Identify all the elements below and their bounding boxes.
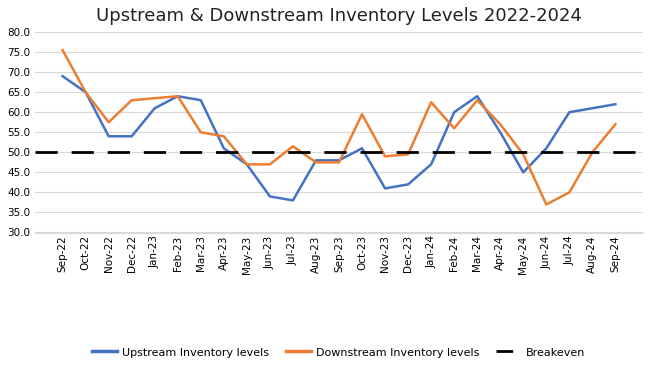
Downstream Inventory levels <box>519 152 527 157</box>
Upstream Inventory levels <box>497 130 504 135</box>
Upstream Inventory levels <box>174 94 181 99</box>
Downstream Inventory levels <box>266 162 274 166</box>
Upstream Inventory levels <box>381 186 389 190</box>
Downstream Inventory levels <box>450 126 458 130</box>
Downstream Inventory levels <box>588 150 596 154</box>
Breakeven <box>82 150 90 154</box>
Upstream Inventory levels <box>542 146 550 151</box>
Upstream Inventory levels <box>588 106 596 111</box>
Downstream Inventory levels <box>427 100 435 105</box>
Line: Downstream Inventory levels: Downstream Inventory levels <box>62 50 616 204</box>
Upstream Inventory levels <box>473 94 481 99</box>
Downstream Inventory levels <box>381 154 389 159</box>
Downstream Inventory levels <box>335 160 343 165</box>
Downstream Inventory levels <box>82 90 90 94</box>
Upstream Inventory levels <box>58 74 66 78</box>
Downstream Inventory levels <box>105 120 112 124</box>
Downstream Inventory levels <box>566 190 573 195</box>
Downstream Inventory levels <box>128 98 136 102</box>
Downstream Inventory levels <box>404 152 412 157</box>
Downstream Inventory levels <box>197 130 205 135</box>
Upstream Inventory levels <box>450 110 458 114</box>
Downstream Inventory levels <box>312 160 320 165</box>
Upstream Inventory levels <box>566 110 573 114</box>
Upstream Inventory levels <box>612 102 619 106</box>
Downstream Inventory levels <box>243 162 251 166</box>
Breakeven <box>58 150 66 154</box>
Downstream Inventory levels <box>612 122 619 126</box>
Upstream Inventory levels <box>289 198 297 202</box>
Upstream Inventory levels <box>151 106 159 111</box>
Title: Upstream & Downstream Inventory Levels 2022-2024: Upstream & Downstream Inventory Levels 2… <box>96 7 582 25</box>
Upstream Inventory levels <box>266 194 274 199</box>
Line: Upstream Inventory levels: Upstream Inventory levels <box>62 76 616 200</box>
Upstream Inventory levels <box>404 182 412 187</box>
Downstream Inventory levels <box>289 144 297 148</box>
Legend: Upstream Inventory levels, Downstream Inventory levels, Breakeven: Upstream Inventory levels, Downstream In… <box>88 342 590 362</box>
Upstream Inventory levels <box>82 90 90 94</box>
Upstream Inventory levels <box>358 146 366 151</box>
Downstream Inventory levels <box>497 122 504 126</box>
Downstream Inventory levels <box>174 94 181 99</box>
Downstream Inventory levels <box>358 112 366 117</box>
Upstream Inventory levels <box>220 146 228 151</box>
Upstream Inventory levels <box>128 134 136 138</box>
Downstream Inventory levels <box>151 96 159 100</box>
Upstream Inventory levels <box>519 170 527 175</box>
Downstream Inventory levels <box>473 98 481 102</box>
Upstream Inventory levels <box>105 134 112 138</box>
Upstream Inventory levels <box>335 158 343 163</box>
Upstream Inventory levels <box>197 98 205 102</box>
Upstream Inventory levels <box>312 158 320 163</box>
Upstream Inventory levels <box>427 162 435 166</box>
Upstream Inventory levels <box>243 162 251 166</box>
Downstream Inventory levels <box>542 202 550 207</box>
Downstream Inventory levels <box>58 48 66 52</box>
Downstream Inventory levels <box>220 134 228 138</box>
